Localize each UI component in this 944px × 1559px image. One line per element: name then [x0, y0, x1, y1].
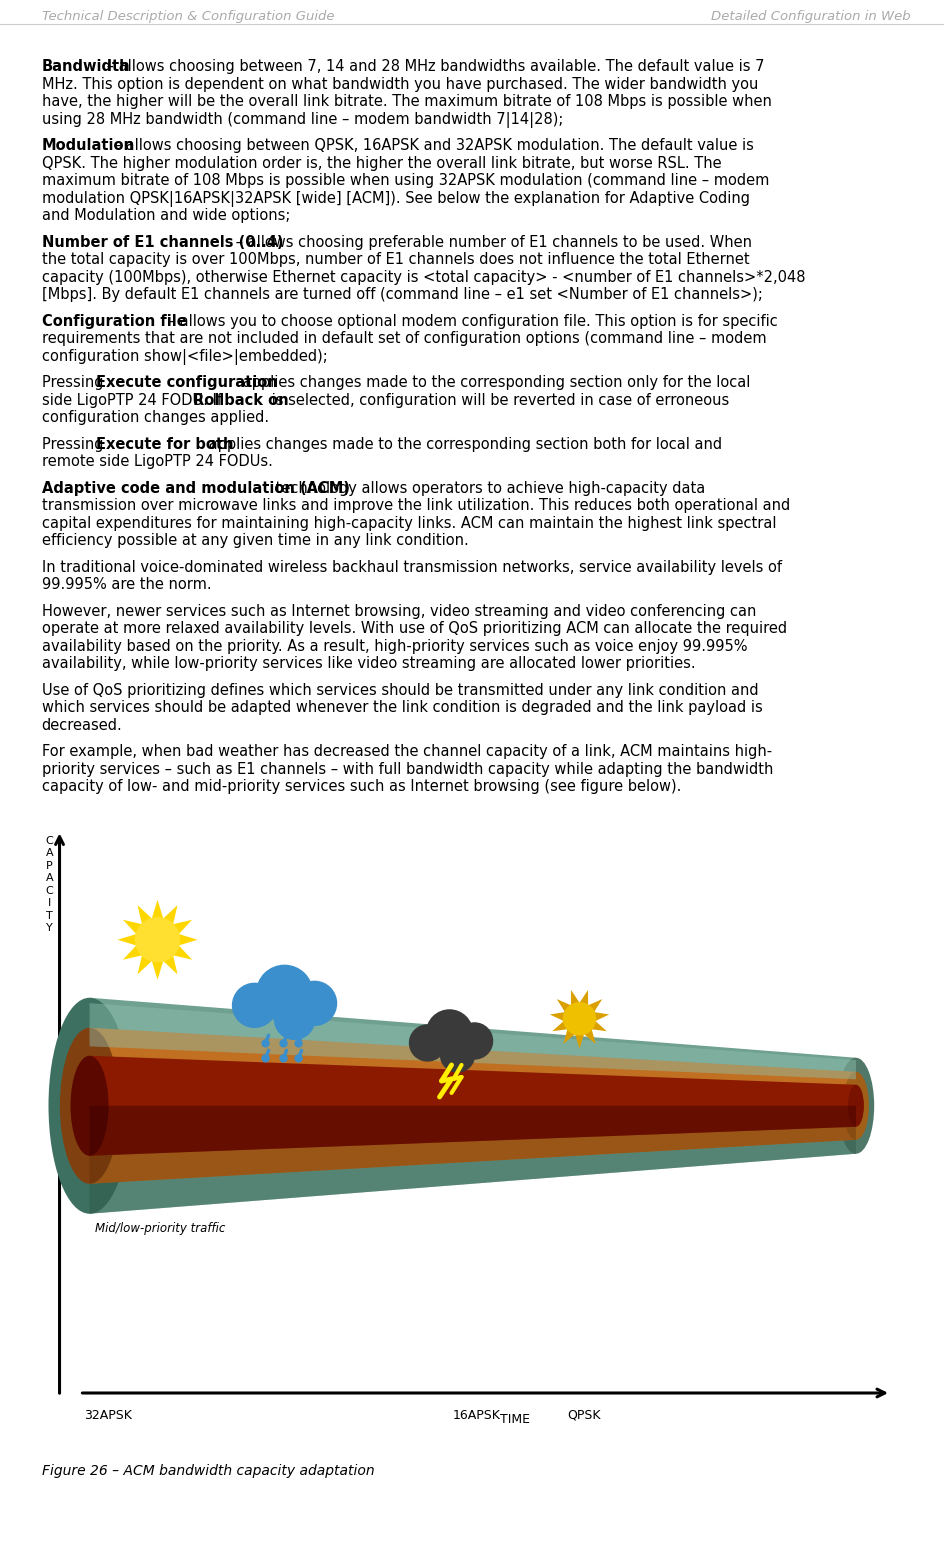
Text: P: P: [46, 861, 53, 870]
Text: modulation QPSK|16APSK|32APSK [wide] [ACM]). See below the explanation for Adapt: modulation QPSK|16APSK|32APSK [wide] [AC…: [42, 190, 750, 206]
Text: Use of QoS prioritizing defines which services should be transmitted under any l: Use of QoS prioritizing defines which se…: [42, 683, 758, 697]
Text: have, the higher will be the overall link bitrate. The maximum bitrate of 108 Mb: have, the higher will be the overall lin…: [42, 94, 771, 109]
Text: availability, while low-priority services like video streaming are allocated low: availability, while low-priority service…: [42, 656, 695, 670]
Text: operate at more relaxed availability levels. With use of QoS prioritizing ACM ca: operate at more relaxed availability lev…: [42, 620, 786, 636]
Text: Technical Description & Configuration Guide: Technical Description & Configuration Gu…: [42, 9, 334, 23]
Text: applies changes made to the corresponding section only for the local: applies changes made to the correspondin…: [238, 376, 750, 390]
Text: Execute configuration: Execute configuration: [96, 376, 278, 390]
Text: QPSK. The higher modulation order is, the higher the overall link bitrate, but w: QPSK. The higher modulation order is, th…: [42, 156, 721, 170]
Text: is selected, configuration will be reverted in case of erroneous: is selected, configuration will be rever…: [267, 393, 730, 407]
Circle shape: [280, 1040, 287, 1046]
Text: decreased.: decreased.: [42, 717, 123, 733]
Text: 99.995% are the norm.: 99.995% are the norm.: [42, 577, 211, 592]
Text: 16APSK: 16APSK: [453, 1409, 500, 1422]
Polygon shape: [90, 1105, 856, 1183]
Text: MHz. This option is dependent on what bandwidth you have purchased. The wider ba: MHz. This option is dependent on what ba…: [42, 76, 758, 92]
Text: High-priority
traffic: High-priority traffic: [450, 1094, 525, 1122]
Text: Figure 26 – ACM bandwidth capacity adaptation: Figure 26 – ACM bandwidth capacity adapt…: [42, 1464, 374, 1478]
Text: Rollback on: Rollback on: [193, 393, 289, 407]
Text: Configuration file: Configuration file: [42, 313, 186, 329]
Ellipse shape: [71, 1055, 109, 1155]
Text: [Mbps]. By default E1 channels are turned off (command line – e1 set <Number of : [Mbps]. By default E1 channels are turne…: [42, 287, 763, 302]
Ellipse shape: [848, 1085, 864, 1127]
Text: Mid/low-priority traffic: Mid/low-priority traffic: [94, 1222, 225, 1235]
Text: A: A: [45, 873, 54, 882]
Text: QPSK: QPSK: [567, 1409, 601, 1422]
Text: I: I: [48, 898, 51, 907]
Text: requirements that are not included in default set of configuration options (comm: requirements that are not included in de…: [42, 331, 767, 346]
Ellipse shape: [59, 1027, 119, 1183]
Ellipse shape: [837, 1057, 874, 1154]
Circle shape: [457, 1023, 493, 1059]
Text: efficiency possible at any given time in any link condition.: efficiency possible at any given time in…: [42, 533, 468, 549]
Text: capacity of low- and mid-priority services such as Internet browsing (see figure: capacity of low- and mid-priority servic…: [42, 780, 681, 794]
Text: side LigoPTP 24 FODU. If: side LigoPTP 24 FODU. If: [42, 393, 226, 407]
Text: using 28 MHz bandwidth (command line – modem bandwidth 7|14|28);: using 28 MHz bandwidth (command line – m…: [42, 112, 563, 128]
Polygon shape: [118, 900, 197, 979]
Text: technology allows operators to achieve high-capacity data: technology allows operators to achieve h…: [271, 480, 705, 496]
Text: which services should be adapted whenever the link condition is degraded and the: which services should be adapted wheneve…: [42, 700, 763, 716]
Circle shape: [295, 1055, 302, 1062]
Polygon shape: [90, 998, 856, 1214]
Polygon shape: [549, 990, 609, 1049]
Polygon shape: [90, 1055, 856, 1155]
Text: TIME: TIME: [500, 1412, 531, 1426]
Circle shape: [441, 1038, 475, 1073]
Polygon shape: [90, 1027, 856, 1183]
Circle shape: [136, 918, 179, 962]
Text: capital expenditures for maintaining high-capacity links. ACM can maintain the h: capital expenditures for maintaining hig…: [42, 516, 776, 530]
Text: A: A: [45, 848, 54, 857]
Circle shape: [295, 1040, 302, 1046]
Circle shape: [262, 1040, 269, 1046]
Text: configuration show|<file>|embedded);: configuration show|<file>|embedded);: [42, 349, 328, 365]
Text: C: C: [45, 836, 54, 845]
Circle shape: [232, 984, 277, 1027]
Text: In traditional voice-dominated wireless backhaul transmission networks, service : In traditional voice-dominated wireless …: [42, 560, 782, 575]
Polygon shape: [90, 1105, 856, 1155]
Text: Adaptive code and modulation (ACM): Adaptive code and modulation (ACM): [42, 480, 349, 496]
Text: Pressing: Pressing: [42, 376, 108, 390]
Text: priority services – such as E1 channels – with full bandwidth capacity while ada: priority services – such as E1 channels …: [42, 761, 773, 776]
Text: – allows choosing between QPSK, 16APSK and 32APSK modulation. The default value : – allows choosing between QPSK, 16APSK a…: [110, 139, 754, 153]
Text: maximum bitrate of 108 Mbps is possible when using 32APSK modulation (command li: maximum bitrate of 108 Mbps is possible …: [42, 173, 769, 189]
Ellipse shape: [48, 998, 130, 1214]
Text: remote side LigoPTP 24 FODUs.: remote side LigoPTP 24 FODUs.: [42, 454, 273, 469]
Text: For example, when bad weather has decreased the channel capacity of a link, ACM : For example, when bad weather has decrea…: [42, 744, 771, 759]
Text: Execute for both: Execute for both: [96, 437, 233, 452]
Text: Modulation: Modulation: [42, 139, 135, 153]
Ellipse shape: [843, 1071, 868, 1140]
Text: Detailed Configuration in Web: Detailed Configuration in Web: [712, 9, 911, 23]
Text: – allows choosing preferable number of E1 channels to be used. When: – allows choosing preferable number of E…: [230, 234, 751, 249]
Polygon shape: [90, 1105, 856, 1214]
Text: applies changes made to the corresponding section both for local and: applies changes made to the correspondin…: [204, 437, 722, 452]
Text: configuration changes applied.: configuration changes applied.: [42, 410, 269, 426]
Text: However, newer services such as Internet browsing, video streaming and video con: However, newer services such as Internet…: [42, 603, 756, 619]
Text: and Modulation and wide options;: and Modulation and wide options;: [42, 207, 290, 223]
Text: 32APSK: 32APSK: [85, 1409, 132, 1422]
Text: Pressing: Pressing: [42, 437, 108, 452]
Text: – allows choosing between 7, 14 and 28 MHz bandwidths available. The default val: – allows choosing between 7, 14 and 28 M…: [102, 59, 765, 73]
Polygon shape: [90, 1002, 856, 1079]
Text: C: C: [45, 886, 54, 895]
Circle shape: [427, 1010, 473, 1055]
Text: T: T: [46, 910, 53, 920]
Text: Bandwidth: Bandwidth: [42, 59, 130, 73]
Text: availability based on the priority. As a result, high-priority services such as : availability based on the priority. As a…: [42, 639, 747, 653]
Circle shape: [564, 1002, 596, 1035]
Text: Number of E1 channels (0..4): Number of E1 channels (0..4): [42, 234, 283, 249]
Text: capacity (100Mbps), otherwise Ethernet capacity is <total capacity> - <number of: capacity (100Mbps), otherwise Ethernet c…: [42, 270, 805, 284]
Text: the total capacity is over 100Mbps, number of E1 channels does not influence the: the total capacity is over 100Mbps, numb…: [42, 253, 750, 267]
Text: Y: Y: [46, 923, 53, 932]
Circle shape: [410, 1024, 446, 1062]
Circle shape: [293, 981, 336, 1026]
Text: – allows you to choose optional modem configuration file. This option is for spe: – allows you to choose optional modem co…: [163, 313, 778, 329]
Circle shape: [262, 1055, 269, 1062]
Circle shape: [257, 965, 312, 1021]
Circle shape: [275, 999, 314, 1040]
Text: transmission over microwave links and improve the link utilization. This reduces: transmission over microwave links and im…: [42, 497, 790, 513]
Circle shape: [280, 1055, 287, 1062]
